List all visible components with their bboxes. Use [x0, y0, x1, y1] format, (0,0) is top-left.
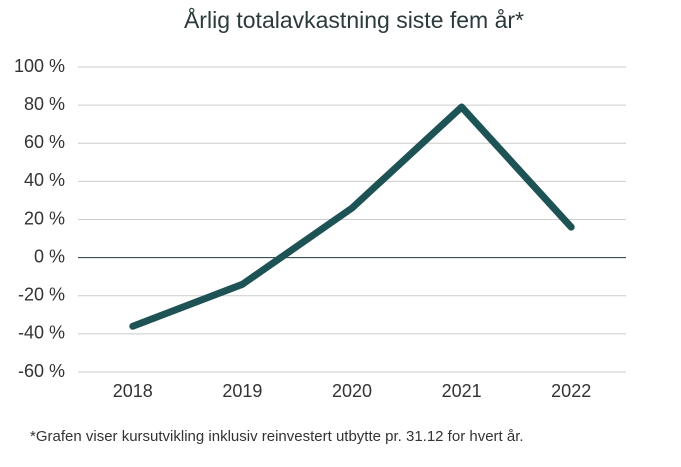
y-tick-label: 60 % [24, 132, 65, 152]
x-tick-label: 2020 [332, 381, 372, 401]
y-tick-label: -40 % [18, 323, 65, 343]
y-tick-label: -60 % [18, 361, 65, 381]
x-tick-label: 2021 [442, 381, 482, 401]
y-tick-label: 40 % [24, 170, 65, 190]
y-tick-label: 80 % [24, 94, 65, 114]
y-tick-label: 100 % [14, 56, 65, 76]
x-tick-label: 2019 [222, 381, 262, 401]
footnote: *Grafen viser kursutvikling inklusiv rei… [30, 428, 524, 445]
y-tick-label: 0 % [34, 246, 65, 266]
x-tick-label: 2022 [551, 381, 591, 401]
y-tick-label: -20 % [18, 285, 65, 305]
x-tick-label: 2018 [113, 381, 153, 401]
y-tick-label: 20 % [24, 208, 65, 228]
chart-title: Årlig totalavkastning siste fem år* [184, 6, 524, 33]
line [129, 103, 575, 330]
